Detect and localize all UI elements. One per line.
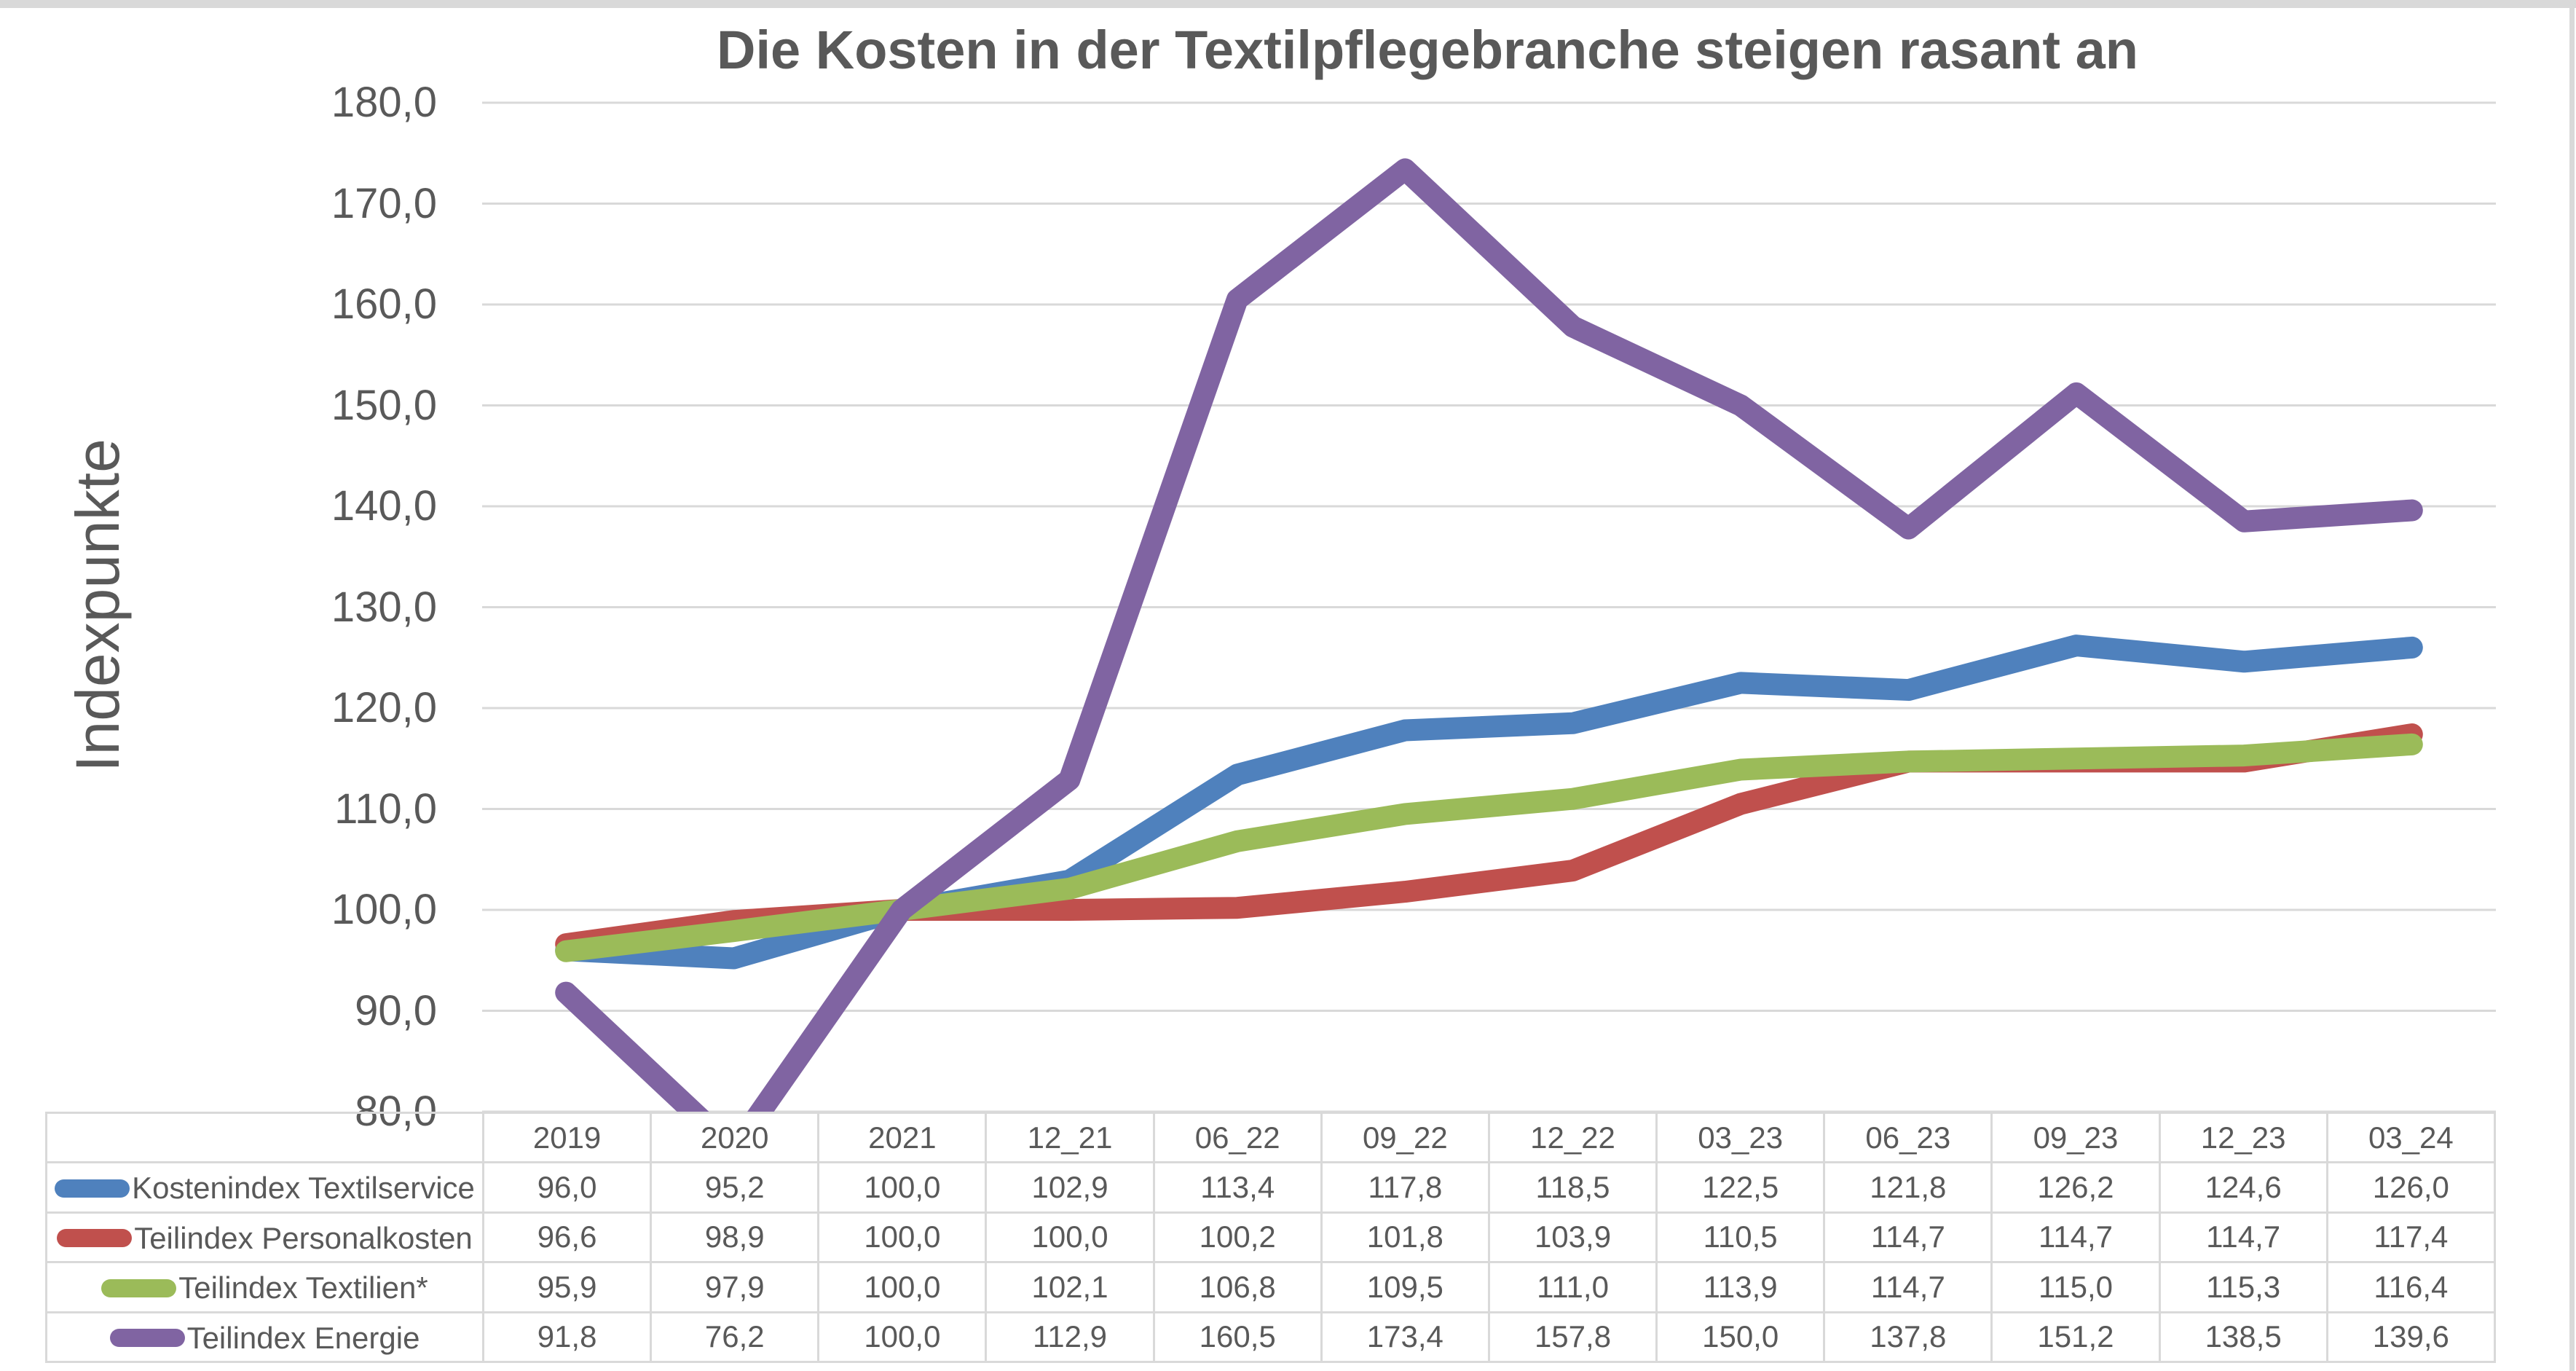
y-tick-label: 100,0 [331,886,437,933]
value-cell: 113,4 [1152,1161,1323,1214]
value-cell: 139,6 [2325,1311,2497,1363]
value-cell: 110,5 [1655,1211,1826,1263]
series-line-teilindex-textilien [555,733,2423,962]
column-header: 09_22 [1320,1112,1490,1163]
table-corner-cell [45,1112,484,1163]
value-cell: 157,8 [1487,1311,1658,1363]
value-cell: 122,5 [1655,1161,1826,1214]
value-cell: 118,5 [1487,1161,1658,1214]
y-tick-label: 90,0 [355,986,437,1034]
value-cell: 100,2 [1152,1211,1323,1263]
data-table-wrap: 2019 2020 2021 12_21 06_22 09_22 12_22 03_23 06_… [45,1112,2497,1363]
chart-title: Die Kosten in der Textilpflegebranche st… [717,20,2138,80]
column-header: 03_24 [2325,1112,2497,1163]
value-cell: 114,7 [1990,1211,2161,1263]
value-cell: 100,0 [817,1161,988,1214]
series-line-teilindex-energie [555,158,2423,1112]
value-cell: 121,8 [1823,1161,1993,1214]
value-cell: 138,5 [2158,1311,2328,1363]
column-header: 06_23 [1823,1112,1993,1163]
column-header: 12_21 [985,1112,1155,1163]
value-cell: 115,3 [2158,1261,2328,1313]
y-tick-label: 150,0 [331,381,437,429]
legend-swatch-teilindex-energie [109,1329,185,1348]
value-cell: 151,2 [1990,1311,2161,1363]
y-tick-label: 130,0 [331,583,437,631]
y-tick-label: 180,0 [331,79,437,126]
value-cell: 111,0 [1487,1261,1658,1313]
table-row-teilindex-textilien: Teilindex Textilien* 95,9 97,9 100,0 102,1 10… [45,1261,2497,1313]
value-cell: 113,9 [1655,1261,1826,1313]
value-cell: 100,0 [985,1211,1155,1263]
value-cell: 76,2 [650,1311,820,1363]
series-label: Kostenindex Textilservice [132,1171,475,1206]
column-header: 2021 [817,1112,988,1163]
column-header: 12_22 [1487,1112,1658,1163]
value-cell: 102,1 [985,1261,1155,1313]
value-cell: 96,0 [481,1161,653,1214]
table-row-kostenindex-textilservice: Kostenindex Textilservice 96,0 95,2 100,0 10… [45,1161,2497,1214]
value-cell: 97,9 [650,1261,820,1313]
value-cell: 95,2 [650,1161,820,1214]
value-cell: 114,7 [2158,1211,2328,1263]
value-cell: 103,9 [1487,1211,1658,1263]
value-cell: 98,9 [650,1211,820,1263]
legend-cell: Kostenindex Textilservice [45,1161,484,1214]
legend-cell: Teilindex Personalkosten [45,1211,484,1263]
value-cell: 137,8 [1823,1311,1993,1363]
value-cell: 150,0 [1655,1311,1826,1363]
value-cell: 160,5 [1152,1311,1323,1363]
series-label: Teilindex Textilien* [178,1270,428,1305]
value-cell: 102,9 [985,1161,1155,1214]
y-tick-label: 170,0 [331,179,437,227]
legend-cell: Teilindex Energie [45,1311,484,1363]
y-tick-label: 120,0 [331,684,437,731]
table-row-teilindex-energie: Teilindex Energie 91,8 76,2 100,0 112,9 160,5… [45,1311,2497,1363]
value-cell: 116,4 [2325,1261,2497,1313]
column-header: 09_23 [1990,1112,2161,1163]
spreadsheet-edge-top [0,0,2576,8]
value-cell: 115,0 [1990,1261,2161,1313]
column-header: 12_23 [2158,1112,2328,1163]
value-cell: 109,5 [1320,1261,1490,1313]
y-tick-label: 160,0 [331,280,437,328]
series-lines [555,158,2423,1112]
legend-swatch-kostenindex-textilservice [55,1179,130,1198]
legend-swatch-teilindex-textilien [101,1278,177,1297]
value-cell: 100,0 [817,1211,988,1263]
value-cell: 96,6 [481,1211,653,1263]
table-row-teilindex-personalkosten: Teilindex Personalkosten 96,6 98,9 100,0 100… [45,1211,2497,1263]
value-cell: 112,9 [985,1311,1155,1363]
value-cell: 95,9 [481,1261,653,1313]
column-header: 06_22 [1152,1112,1323,1163]
value-cell: 101,8 [1320,1211,1490,1263]
value-cell: 100,0 [817,1311,988,1363]
series-label: Teilindex Personalkosten [134,1220,473,1255]
column-header: 03_23 [1655,1112,1826,1163]
data-table: 2019 2020 2021 12_21 06_22 09_22 12_22 03_23 06_… [45,1112,2497,1363]
spreadsheet-edge-right [2569,0,2575,1371]
legend-swatch-teilindex-personalkosten [57,1229,133,1248]
value-cell: 124,6 [2158,1161,2328,1214]
value-cell: 126,2 [1990,1161,2161,1214]
value-cell: 126,0 [2325,1161,2497,1214]
y-tick-label: 140,0 [331,482,437,530]
value-cell: 117,4 [2325,1211,2497,1263]
y-tick-label: 110,0 [334,785,437,833]
value-cell: 91,8 [481,1311,653,1363]
value-cell: 114,7 [1823,1211,1993,1263]
series-label: Teilindex Energie [186,1320,420,1355]
value-cell: 114,7 [1823,1261,1993,1313]
column-header: 2019 [481,1112,653,1163]
legend-cell: Teilindex Textilien* [45,1261,484,1313]
value-cell: 117,8 [1320,1161,1490,1214]
value-cell: 100,0 [817,1261,988,1313]
table-header-row: 2019 2020 2021 12_21 06_22 09_22 12_22 03_23 06_… [45,1112,2497,1163]
value-cell: 173,4 [1320,1311,1490,1363]
value-cell: 106,8 [1152,1261,1323,1313]
column-header: 2020 [650,1112,820,1163]
